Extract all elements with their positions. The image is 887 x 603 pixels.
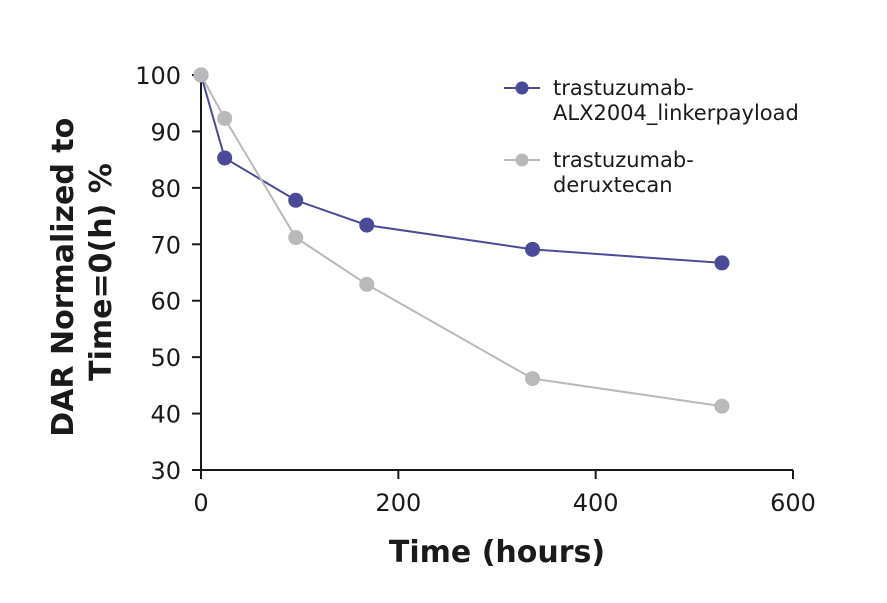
data-point xyxy=(288,192,304,208)
data-point xyxy=(288,230,304,246)
legend-label: deruxtecan xyxy=(553,173,673,197)
data-point xyxy=(525,241,541,257)
x-tick-label: 600 xyxy=(770,489,816,517)
data-point xyxy=(217,150,233,166)
legend-marker xyxy=(515,153,529,167)
data-point xyxy=(714,398,730,414)
series-line xyxy=(200,74,723,264)
x-axis-title: Time (hours) xyxy=(389,535,605,570)
axes: 0 200 400 600 30 40 50 60 70 80 90 100 xyxy=(135,62,816,517)
x-tick-label: 200 xyxy=(375,489,421,517)
data-point xyxy=(714,255,730,271)
data-point xyxy=(525,371,541,387)
y-tick-label: 90 xyxy=(150,118,181,146)
x-tick-label: 0 xyxy=(193,489,208,517)
legend-label: ALX2004_linkerpayload xyxy=(553,101,799,126)
data-point xyxy=(217,110,233,126)
y-axis-title-line-1: DAR Normalized to xyxy=(46,118,81,437)
series-2 xyxy=(193,67,730,414)
y-axis-title: DAR Normalized to Time=0(h) % xyxy=(46,107,119,436)
series-line xyxy=(200,74,723,408)
legend-label: trastuzumab- xyxy=(553,148,694,172)
data-point xyxy=(359,217,375,233)
y-tick-label: 80 xyxy=(150,175,181,203)
legend-marker xyxy=(515,81,529,95)
y-tick-label: 40 xyxy=(150,401,181,429)
data-point xyxy=(193,67,209,83)
y-axis-title-line-2: Time=0(h) % xyxy=(84,163,119,381)
series-layer xyxy=(193,67,730,414)
y-tick-label: 100 xyxy=(135,62,181,90)
y-tick-label: 50 xyxy=(150,344,181,372)
legend-entry-1: trastuzumab-ALX2004_linkerpayload xyxy=(504,76,799,126)
data-point xyxy=(359,276,375,292)
y-tick-label: 70 xyxy=(150,231,181,259)
y-tick-label: 60 xyxy=(150,288,181,316)
legend: trastuzumab-ALX2004_linkerpayloadtrastuz… xyxy=(504,76,799,197)
legend-entry-2: trastuzumab-deruxtecan xyxy=(504,148,694,197)
x-tick-label: 400 xyxy=(573,489,619,517)
y-tick-label: 30 xyxy=(150,457,181,485)
legend-label: trastuzumab- xyxy=(553,76,694,100)
